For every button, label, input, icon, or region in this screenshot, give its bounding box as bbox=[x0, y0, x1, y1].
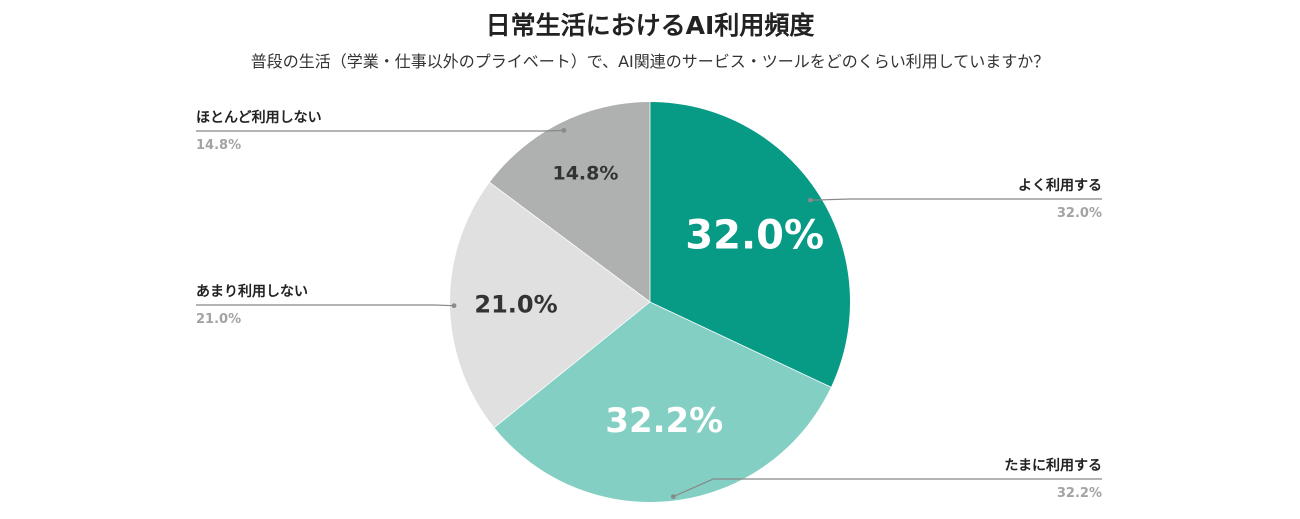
slice-separator bbox=[489, 182, 651, 303]
pie-slice bbox=[450, 182, 650, 428]
chart-title: 日常生活におけるAI利用頻度 bbox=[485, 11, 815, 40]
leader-dot bbox=[808, 197, 813, 203]
legend-label: ほとんど利用しない bbox=[196, 109, 322, 126]
leader-dot bbox=[451, 303, 457, 309]
pie-slice bbox=[489, 102, 650, 302]
legend-value: 14.8% bbox=[196, 138, 241, 153]
pie-slice bbox=[650, 102, 850, 388]
leader-line bbox=[196, 304, 455, 307]
slice-value-label: 14.8% bbox=[552, 162, 618, 184]
legend-label: よく利用する bbox=[1018, 177, 1102, 194]
legend-label: あまり利用しない bbox=[196, 283, 308, 300]
chart-subtitle: 普段の生活（学業・仕事以外のプライベート）で、AI関連のサービス・ツールをどのく… bbox=[250, 52, 1050, 71]
legend-leaders bbox=[196, 127, 1102, 500]
legend-value: 32.0% bbox=[1057, 206, 1102, 221]
slice-separator bbox=[649, 301, 832, 388]
slice-labels: 32.0% よく利用する 32.0% 32.2% たまに利用する 32.2% 21.0% あま… bbox=[196, 109, 1102, 501]
pie-slices bbox=[450, 102, 850, 502]
slice-value-label: 21.0% bbox=[474, 291, 557, 319]
legend-label: たまに利用する bbox=[1004, 457, 1102, 474]
leader-line bbox=[673, 478, 1102, 498]
leader-line bbox=[810, 198, 1102, 201]
slice-value-label: 32.2% bbox=[605, 401, 723, 441]
slice-value-label: 32.0% bbox=[685, 213, 824, 259]
pie-slice bbox=[494, 302, 831, 502]
leader-dot bbox=[670, 494, 676, 500]
legend-value: 21.0% bbox=[196, 312, 241, 327]
leader-line bbox=[196, 129, 564, 132]
leader-dot bbox=[561, 127, 567, 133]
slice-separator bbox=[494, 301, 651, 428]
legend-value: 32.2% bbox=[1057, 486, 1102, 501]
